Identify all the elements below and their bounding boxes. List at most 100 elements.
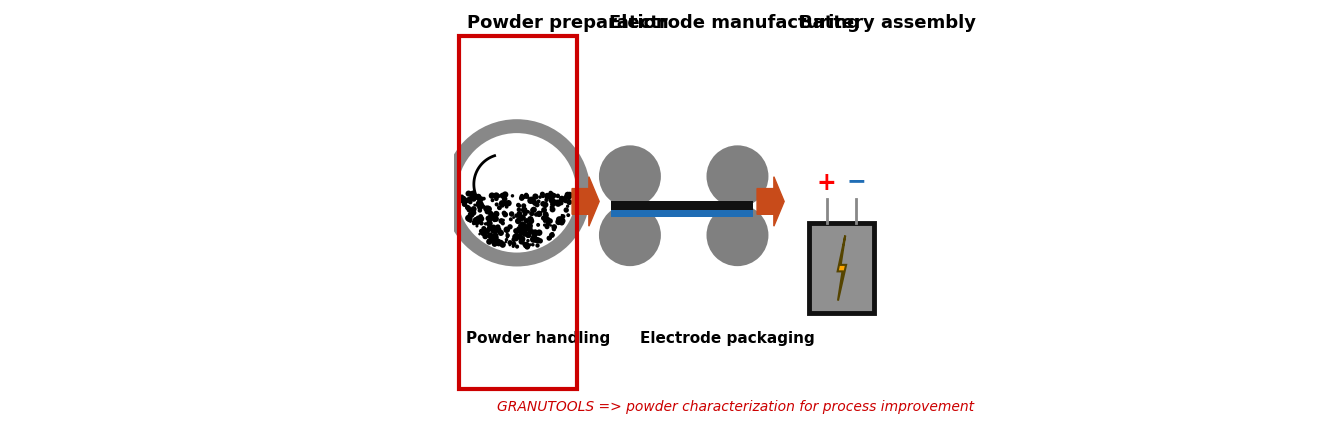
Point [534, 201, 556, 208]
Point [558, 199, 580, 206]
Point [485, 236, 506, 243]
Polygon shape [838, 236, 846, 301]
Point [518, 233, 540, 239]
Point [454, 197, 475, 204]
Point [509, 213, 530, 220]
Point [518, 222, 540, 229]
Polygon shape [757, 177, 785, 226]
Point [507, 216, 529, 223]
Point [481, 210, 502, 216]
Point [501, 210, 522, 217]
Point [459, 190, 481, 197]
Point [542, 231, 564, 238]
Point [458, 190, 479, 197]
Circle shape [707, 204, 769, 266]
Point [537, 216, 558, 223]
Point [470, 195, 491, 202]
Point [486, 224, 507, 231]
Point [520, 241, 541, 248]
Point [510, 215, 532, 222]
Point [517, 243, 538, 250]
Point [503, 240, 525, 247]
Point [548, 200, 569, 207]
Text: GRANUTOOLS => powder characterization for process improvement: GRANUTOOLS => powder characterization fo… [497, 401, 975, 414]
Point [516, 217, 537, 224]
Point [537, 220, 558, 227]
Point [525, 211, 546, 218]
Point [541, 190, 562, 197]
Point [525, 228, 546, 235]
Point [526, 201, 548, 208]
Point [470, 228, 491, 235]
Point [473, 229, 494, 236]
Point [479, 215, 501, 222]
Point [470, 215, 491, 222]
Point [556, 194, 577, 200]
Point [518, 229, 540, 236]
Point [481, 236, 502, 243]
Point [509, 226, 530, 233]
Point [514, 226, 536, 233]
Point [507, 218, 529, 225]
Point [483, 240, 505, 247]
Point [463, 209, 485, 216]
Point [466, 194, 487, 200]
Point [461, 211, 482, 218]
Point [557, 194, 578, 201]
Point [542, 230, 564, 237]
Point [524, 200, 545, 207]
Point [517, 242, 538, 249]
Point [479, 225, 501, 232]
Point [522, 207, 544, 213]
Point [548, 218, 569, 225]
Text: −: − [846, 169, 866, 193]
Point [544, 226, 565, 233]
Point [552, 196, 573, 203]
Point [466, 218, 487, 225]
Point [528, 237, 549, 244]
Point [511, 236, 533, 242]
Point [516, 191, 537, 198]
Point [495, 239, 517, 246]
Point [514, 230, 536, 237]
Point [524, 198, 545, 205]
Point [487, 226, 509, 233]
Point [522, 236, 544, 243]
Point [525, 230, 546, 237]
Point [511, 230, 533, 237]
Point [552, 197, 573, 204]
Point [458, 215, 479, 222]
Point [542, 192, 564, 199]
Point [505, 235, 526, 242]
Point [557, 212, 578, 219]
Point [558, 191, 580, 198]
Point [475, 220, 497, 227]
Point [467, 194, 489, 200]
Point [529, 210, 550, 217]
Point [541, 197, 562, 204]
Point [506, 212, 528, 219]
Point [524, 206, 545, 213]
Point [485, 216, 506, 223]
Point [532, 193, 553, 200]
Point [494, 201, 516, 208]
Point [511, 214, 533, 221]
Point [548, 192, 569, 199]
Point [459, 194, 481, 201]
Point [509, 202, 530, 209]
Point [511, 195, 533, 202]
Point [556, 207, 577, 213]
Point [489, 204, 510, 211]
Point [502, 243, 524, 250]
Point [495, 203, 517, 210]
Point [473, 195, 494, 202]
Point [540, 235, 561, 242]
Point [522, 236, 544, 242]
Point [521, 197, 542, 204]
Point [481, 213, 502, 220]
Point [451, 195, 473, 202]
Point [478, 226, 499, 233]
Point [490, 217, 511, 224]
Point [528, 221, 549, 228]
Point [542, 201, 564, 208]
